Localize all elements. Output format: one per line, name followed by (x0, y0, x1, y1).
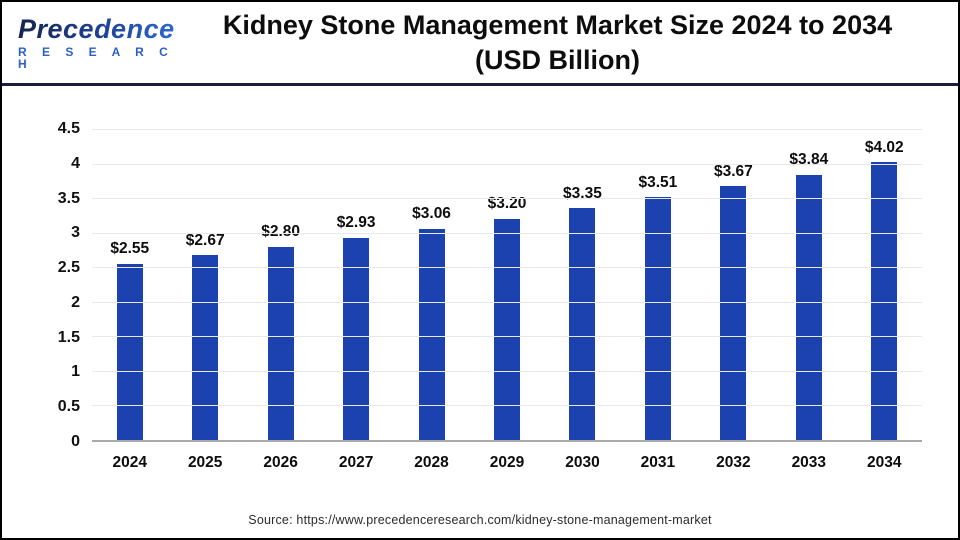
chart-title-line1: Kidney Stone Management Market Size 2024… (222, 9, 893, 40)
bar-2030 (569, 208, 596, 440)
bar-group-2024: $2.55 (92, 129, 167, 440)
x-tick-label-2029: 2029 (489, 454, 525, 471)
logo-subtitle: R E S E A R C H (18, 45, 174, 71)
bar-2026 (267, 246, 294, 440)
bar-chart: 0 0.5 1 1.5 2 2.5 3 3.5 4 4.5 $2.55 $2.67 $2.80 $2.9… (2, 86, 958, 506)
bar-2025 (192, 255, 219, 440)
gridline-2 (92, 301, 922, 303)
data-label-2026: $2.80 (261, 223, 301, 240)
y-axis: 0 0.5 1 1.5 2 2.5 3 3.5 4 4.5 (2, 120, 80, 450)
bar-group-2029: $3.20 (469, 129, 544, 440)
y-tick-label-0.5: 0.5 (57, 398, 80, 416)
x-tick-label-2032: 2032 (716, 454, 751, 471)
bar-group-2034: $4.02 (847, 129, 922, 440)
x-tick-label-2025: 2025 (187, 454, 223, 471)
bar-2033 (795, 174, 822, 440)
bar-group-2027: $2.93 (318, 129, 393, 440)
gridline-3 (92, 232, 922, 234)
y-tick-label-2.5: 2.5 (57, 259, 80, 277)
x-axis: 2024 2025 2026 2027 2028 2029 2030 2031 2032 2033… (92, 454, 922, 472)
chart-title-line2: (USD Billion) (475, 45, 640, 75)
y-tick-label-4: 4 (71, 154, 80, 172)
x-tick-label-2027: 2027 (338, 454, 374, 471)
data-label-2028: $3.06 (412, 205, 451, 223)
x-tick-label-2031: 2031 (640, 454, 676, 471)
bar-group-2028: $3.06 (394, 129, 469, 440)
y-tick-label-3: 3 (71, 224, 80, 242)
x-tick-label-2026: 2026 (263, 454, 298, 471)
y-tick-label-2: 2 (71, 293, 80, 311)
x-tick-label-2028: 2028 (414, 454, 449, 471)
bar-2034 (871, 162, 898, 440)
bar-2031 (644, 197, 671, 440)
data-label-2030: $3.35 (563, 184, 602, 202)
bar-group-2031: $3.51 (620, 129, 695, 440)
chart-title: Kidney Stone Management Market Size 2024… (187, 8, 958, 78)
y-tick-label-0: 0 (71, 433, 80, 450)
data-label-2029: $3.20 (487, 195, 527, 213)
bar-2028 (418, 228, 445, 440)
bar-group-2033: $3.84 (771, 129, 846, 440)
logo-wordmark: Precedence (18, 16, 187, 43)
gridline-0.5 (92, 405, 922, 407)
y-tick-label-3.5: 3.5 (57, 189, 80, 207)
gridline-4 (92, 163, 922, 165)
bar-group-2032: $3.67 (696, 129, 771, 440)
precedence-research-logo: Precedence R E S E A R C H (2, 16, 187, 71)
x-tick-label-2030: 2030 (565, 454, 600, 471)
bar-group-2026: $2.80 (243, 129, 318, 440)
x-tick-label-2034: 2034 (867, 454, 902, 471)
data-label-2034: $4.02 (864, 138, 904, 156)
data-label-2032: $3.67 (713, 162, 753, 180)
source-text: Source: https://www.precedenceresearch.c… (248, 513, 712, 527)
data-label-2027: $2.93 (336, 214, 376, 232)
y-tick-label-1: 1 (71, 363, 80, 381)
bar-2029 (493, 218, 520, 440)
header: Precedence R E S E A R C H Kidney Stone … (2, 2, 958, 84)
data-label-2025: $2.67 (185, 231, 225, 249)
x-tick-label-2033: 2033 (791, 454, 827, 471)
bar-group-2025: $2.67 (167, 129, 242, 440)
y-tick-label-4.5: 4.5 (57, 120, 80, 137)
bar-2032 (720, 186, 747, 440)
header-divider (2, 83, 958, 86)
gridline-3.5 (92, 198, 922, 200)
gridline-2.5 (92, 267, 922, 269)
gridline-1.5 (92, 336, 922, 338)
data-label-2031: $3.51 (638, 173, 678, 191)
data-label-2033: $3.84 (789, 151, 829, 169)
plot-area: $2.55 $2.67 $2.80 $2.93 $3.06 $3.20 $3.35 $3.51… (92, 129, 922, 442)
x-tick-label-2024: 2024 (112, 454, 147, 471)
bar-series: $2.55 $2.67 $2.80 $2.93 $3.06 $3.20 $3.35 $3.51… (92, 129, 922, 440)
y-tick-label-1.5: 1.5 (57, 328, 80, 346)
bar-2024 (116, 263, 143, 440)
data-label-2024: $2.55 (110, 240, 150, 258)
gridline-4.5 (92, 129, 922, 130)
bar-group-2030: $3.35 (545, 129, 620, 440)
gridline-1 (92, 370, 922, 372)
